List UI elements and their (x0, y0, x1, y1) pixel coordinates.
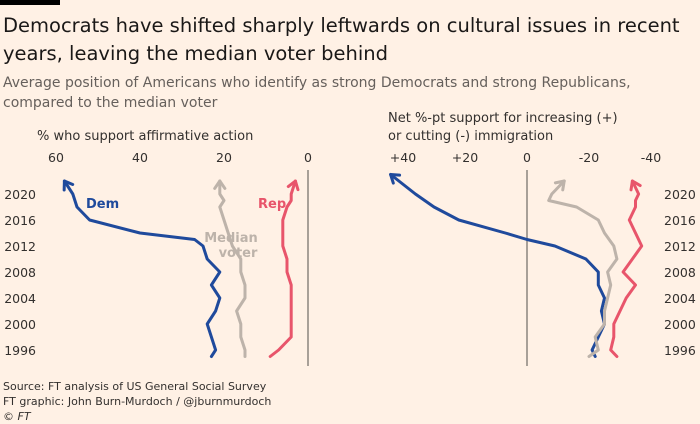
right-panel-series-dem-line (389, 173, 606, 358)
left-panel-y-tick-label: 2000 (4, 317, 36, 332)
ft-top-bar (0, 0, 60, 5)
left-panel-y-tick-label: 2008 (4, 265, 36, 280)
copyright: © FT (3, 410, 31, 423)
right-panel-y-tick-label: 2020 (664, 187, 696, 202)
right-panel-x-tick-label: +40 (390, 150, 416, 165)
left-panel-x-tick-label: 60 (48, 150, 64, 165)
left-panel-series-dem-arrowhead (62, 179, 75, 192)
right-panel-series-rep-line (609, 179, 644, 358)
left-panel-y-tick-label: 2020 (4, 187, 36, 202)
median-series-label-line2: voter (219, 246, 258, 261)
right-panel-y-tick-label: 2016 (664, 213, 696, 228)
right-panel-y-tick-label: 2000 (664, 317, 696, 332)
left-panel-series-dem-line (62, 179, 222, 358)
left-panel-x-tick-label: 20 (216, 150, 232, 165)
median-series-label-line1: Median (204, 231, 258, 246)
rep-series-label: Rep (258, 197, 286, 212)
left-panel-x-tick-label: 0 (304, 150, 312, 165)
dem-series-label: Dem (86, 197, 119, 212)
right-panel-x-tick-label: 0 (523, 150, 531, 165)
right-panel-series-median-voter-line (547, 179, 619, 358)
left-panel-y-tick-label: 2004 (4, 291, 36, 306)
right-panel-y-tick-label: 2008 (664, 265, 696, 280)
chart-title: Democrats have shifted sharply leftwards… (3, 14, 680, 65)
right-panel-y-tick-label: 1996 (664, 343, 696, 358)
right-panel-title-line1: Net %-pt support for increasing (+) (388, 111, 618, 126)
left-panel-y-tick-label: 2016 (4, 213, 36, 228)
right-panel-y-tick-label: 2012 (664, 239, 696, 254)
right-panel-series-dem-arrowhead (389, 173, 402, 185)
left-panel-y-tick-label: 1996 (4, 343, 36, 358)
right-panel-x-tick-label: -40 (641, 150, 661, 165)
graphic-credit: FT graphic: John Burn-Murdoch / @jburnmu… (3, 395, 272, 408)
right-panel-x-tick-label: +20 (452, 150, 478, 165)
left-panel-title: % who support affirmative action (37, 129, 253, 144)
left-panel-series-median-voter-line (218, 179, 247, 358)
right-panel-x-tick-label: -20 (579, 150, 599, 165)
left-panel-x-tick-label: 40 (132, 150, 148, 165)
chart-subtitle: Average position of Americans who identi… (3, 75, 631, 111)
right-panel-title-line2: or cutting (-) immigration (388, 129, 553, 144)
right-panel-y-tick-label: 2004 (664, 291, 696, 306)
source-note: Source: FT analysis of US General Social… (3, 380, 267, 393)
left-panel-series-median-voter-arrowhead (213, 179, 227, 190)
right-panel-series-median-voter-arrowhead (553, 179, 566, 192)
footer: Source: FT analysis of US General Social… (3, 379, 271, 424)
right-panel-series-rep-arrowhead (629, 179, 642, 192)
left-panel-series-rep-arrowhead (286, 179, 300, 192)
left-panel-series-rep-line (268, 179, 297, 358)
left-panel-y-tick-label: 2012 (4, 239, 36, 254)
